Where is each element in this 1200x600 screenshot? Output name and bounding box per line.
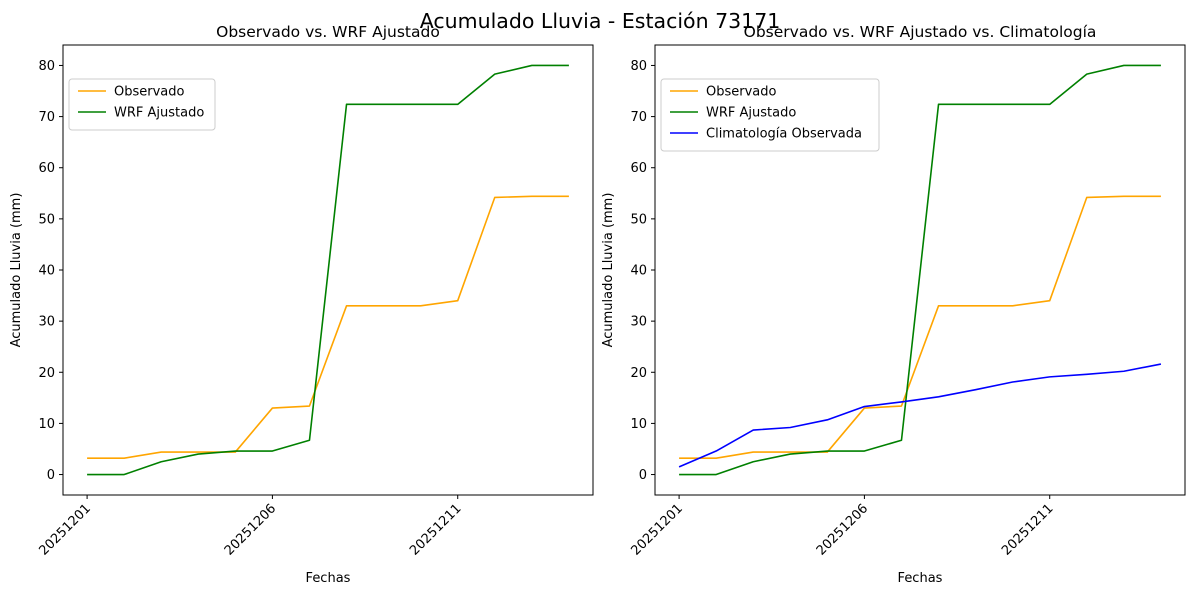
y-tick-label: 30 [630,315,647,330]
x-tick-label: 20251206 [222,501,279,558]
y-tick-label: 70 [630,110,647,125]
y-tick-label: 80 [630,59,647,74]
y-tick-label: 60 [38,161,55,176]
series-line-observado [679,195,1161,459]
legend-box [660,78,880,152]
x-tick-label: 20251206 [814,501,871,558]
y-tick-label: 20 [630,366,647,381]
chart-title: Observado vs. WRF Ajustado vs. Climatolo… [744,23,1097,41]
y-tick-label: 80 [38,59,55,74]
series-line-observado [87,195,569,459]
subplots: Observado vs. WRF Ajustado 0 10 20 30 40 50 60 7… [9,23,1186,586]
x-tick-label: 20251211 [407,501,464,558]
y-tick-label: 10 [38,417,55,432]
chart-1: Observado vs. WRF Ajustado 0 10 20 30 40 50 60 7… [9,23,594,586]
y-tick-label: 40 [38,264,55,279]
legend-label: Observado [706,85,777,100]
legend: Observado WRF Ajustado [68,78,216,131]
x-axis-label: Fechas [898,571,943,586]
y-tick-label: 0 [47,468,55,483]
series-line-climatolog-a-observada [678,363,1162,468]
axes-frame [62,44,594,496]
series-line-wrf-ajustado [87,64,569,476]
legend: Observado WRF Ajustado Climatología Observ… [660,78,880,152]
legend-label: WRF Ajustado [114,106,204,121]
y-tick-label: 20 [38,366,55,381]
legend-label: Climatología Observada [706,127,862,142]
y-axis-label: Acumulado Lluvia (mm) [9,193,24,348]
series-line-wrf-ajustado [679,64,1161,476]
x-tick-label: 20251201 [37,501,94,558]
y-tick-label: 10 [630,417,647,432]
x-tick-label: 20251211 [999,501,1056,558]
x-axis-label: Fechas [306,571,351,586]
axes-frame [654,44,1186,496]
figure-suptitle: Acumulado Lluvia - Estación 73171 [420,9,781,33]
legend-label: WRF Ajustado [706,106,796,121]
y-tick-label: 30 [38,315,55,330]
x-tick-label: 20251201 [629,501,686,558]
y-tick-label: 50 [630,212,647,227]
y-tick-label: 0 [639,468,647,483]
chart-title: Observado vs. WRF Ajustado [216,23,440,41]
y-tick-label: 60 [630,161,647,176]
chart-2: Observado vs. WRF Ajustado vs. Climatolo… [601,23,1186,586]
y-tick-label: 50 [38,212,55,227]
y-axis-label: Acumulado Lluvia (mm) [601,193,616,348]
legend-label: Observado [114,85,185,100]
y-tick-label: 70 [38,110,55,125]
y-tick-label: 40 [630,264,647,279]
